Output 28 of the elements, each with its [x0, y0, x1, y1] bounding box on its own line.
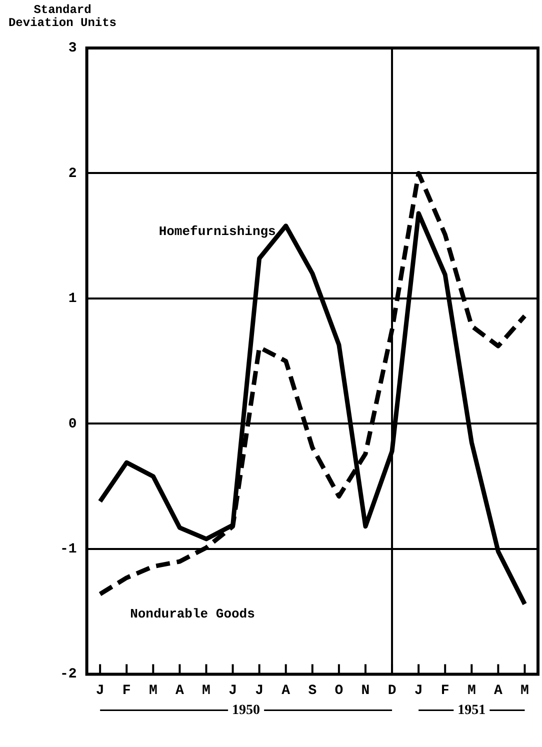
y-tick-label: 0 — [68, 416, 77, 432]
y-tick-label: -1 — [60, 541, 77, 558]
x-tick-label: O — [334, 683, 344, 700]
x-tick-label: M — [467, 683, 476, 700]
y-tick-label: -2 — [60, 666, 77, 683]
text: Nondurable Goods — [130, 606, 256, 622]
text: 1951 — [458, 702, 486, 718]
x-tick-label: F — [440, 683, 450, 700]
x-tick-label: J — [255, 683, 264, 700]
y-tick-label: 1 — [68, 291, 77, 308]
y-tick-label: 3 — [68, 40, 77, 57]
x-tick-label: A — [282, 683, 291, 700]
x-tick-label: D — [388, 683, 396, 700]
x-tick-label: N — [361, 683, 370, 700]
x-tick-label: M — [148, 683, 158, 700]
y-axis-title: Standard Deviation Units — [7, 3, 118, 30]
x-tick-label: J — [228, 683, 237, 700]
series-label: Homefurnishings — [158, 224, 276, 240]
x-tick-label: M — [520, 683, 529, 700]
x-tick-label: J — [96, 683, 104, 700]
text: 1950 — [232, 702, 260, 718]
x-tick-label: F — [122, 683, 131, 700]
y-tick-label: 2 — [68, 166, 77, 182]
x-tick-label: M — [202, 683, 210, 700]
x-tick-label: J — [414, 683, 423, 700]
x-tick-label: S — [308, 683, 317, 700]
x-tick-label: A — [175, 683, 184, 700]
x-tick-label: A — [494, 683, 503, 700]
